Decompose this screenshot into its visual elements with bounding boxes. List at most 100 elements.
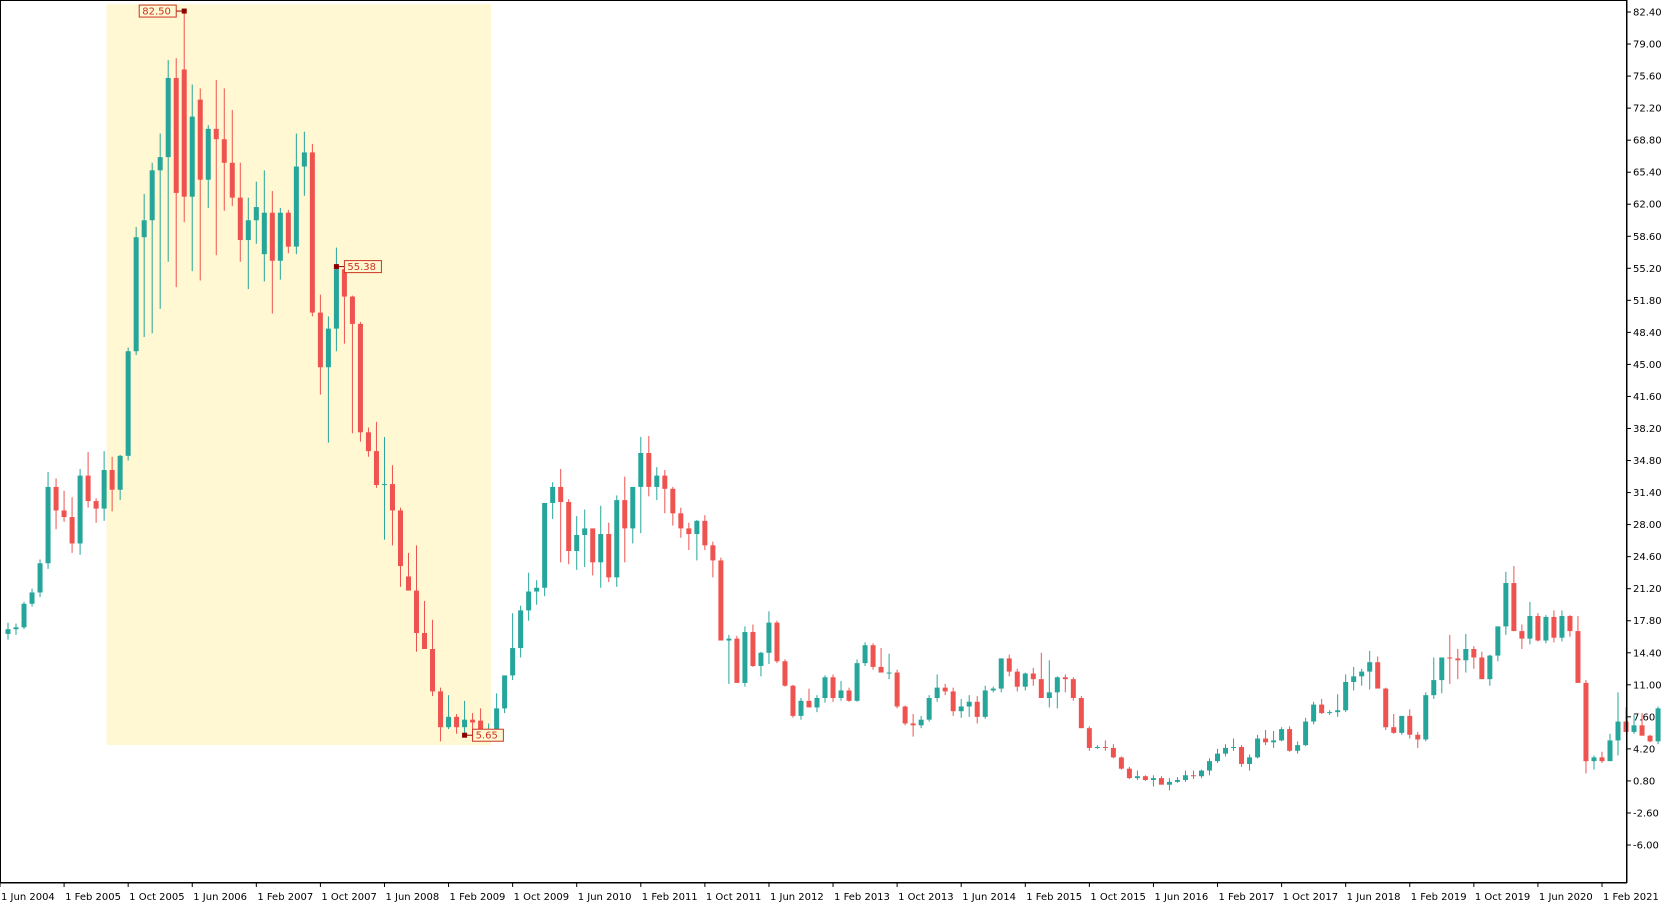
candle — [998, 658, 1004, 693]
candle-body — [1311, 704, 1317, 722]
candle-body — [1303, 721, 1309, 746]
candle — [1383, 687, 1389, 731]
candle-body — [662, 475, 668, 489]
candle-body — [1503, 583, 1509, 627]
candle-body — [1038, 679, 1044, 698]
candle-body — [1158, 778, 1164, 785]
candle-body — [1639, 725, 1645, 736]
candle — [862, 642, 868, 666]
candle — [125, 347, 131, 461]
x-tick-label: 1 Jun 2004 — [1, 892, 55, 903]
candle — [638, 436, 644, 534]
y-tick-label: 31.40 — [1633, 488, 1662, 499]
candle — [1391, 714, 1397, 734]
candle — [1279, 727, 1285, 742]
candle-body — [1583, 682, 1589, 762]
candle-body — [1134, 776, 1140, 779]
candle-body — [1327, 712, 1333, 714]
y-tick-label: 0.80 — [1633, 776, 1655, 787]
candle — [438, 687, 444, 742]
candle-body — [758, 652, 764, 666]
candle — [1054, 676, 1060, 709]
candle — [542, 502, 548, 597]
candle — [750, 624, 756, 667]
candle — [357, 322, 363, 442]
x-tick-label: 1 Feb 2005 — [65, 892, 121, 903]
candle-body — [245, 220, 251, 241]
x-tick-label: 1 Feb 2007 — [257, 892, 313, 903]
candle — [1150, 775, 1156, 787]
candle — [1527, 601, 1533, 645]
marker-dot — [333, 264, 339, 270]
candle — [1487, 654, 1493, 686]
x-tick-label: 1 Oct 2007 — [321, 892, 376, 903]
candle — [422, 600, 428, 649]
candle — [109, 456, 115, 512]
candle — [1070, 677, 1076, 701]
candle-body — [990, 688, 996, 691]
candle — [1142, 775, 1148, 781]
candle — [878, 648, 884, 673]
candle-body — [974, 701, 980, 717]
candle — [806, 688, 812, 708]
x-tick-label: 1 Jun 2012 — [770, 892, 824, 903]
candle — [838, 681, 844, 701]
y-tick-label: 45.00 — [1633, 360, 1662, 371]
x-tick-label: 1 Jun 2014 — [962, 892, 1016, 903]
candle — [1166, 778, 1172, 791]
candle-body — [1519, 631, 1525, 639]
candle-body — [277, 212, 283, 261]
candle-body — [830, 677, 836, 698]
candle-body — [918, 719, 924, 726]
candle — [213, 79, 219, 256]
candle — [670, 486, 676, 526]
candle-body — [982, 690, 988, 717]
candle — [1511, 566, 1517, 632]
candle-body — [333, 269, 339, 329]
candle-body — [590, 528, 596, 563]
candle — [1207, 758, 1212, 776]
candle-body — [1335, 710, 1341, 713]
candle-body — [1110, 747, 1116, 758]
x-tick-label: 1 Jun 2008 — [385, 892, 439, 903]
candle — [518, 605, 524, 658]
candle-body — [61, 510, 67, 518]
price-marker: 82.50 — [138, 4, 187, 18]
candle-body — [406, 576, 411, 591]
candle — [325, 316, 331, 443]
candle — [69, 497, 75, 553]
candle-body — [1535, 616, 1541, 641]
y-tick-label: 14.40 — [1633, 648, 1662, 659]
candle-body — [1078, 698, 1084, 729]
candle — [1455, 649, 1461, 680]
candle — [29, 588, 35, 607]
candle-body — [197, 99, 203, 180]
candle — [982, 685, 988, 719]
candle-body — [646, 453, 652, 487]
candle-body — [293, 166, 299, 247]
candle — [1022, 672, 1028, 691]
x-tick-label: 1 Oct 2011 — [706, 892, 761, 903]
candle — [1046, 660, 1052, 708]
candle-body — [21, 603, 27, 628]
candle — [1559, 610, 1565, 642]
candle-body — [798, 700, 804, 716]
candle — [1631, 714, 1637, 734]
candle — [1503, 571, 1509, 635]
candle-body — [301, 152, 307, 167]
marker-label: 55.38 — [347, 262, 376, 273]
candle-body — [1447, 657, 1453, 659]
candle — [678, 507, 684, 538]
x-tick-label: 1 Oct 2013 — [898, 892, 953, 903]
candle — [85, 452, 91, 508]
y-tick-label: 41.60 — [1633, 392, 1662, 403]
candle-body — [1263, 738, 1269, 743]
candle — [1575, 616, 1581, 683]
candle-body — [694, 520, 700, 535]
candle — [1359, 668, 1365, 686]
y-tick-label: 65.40 — [1633, 168, 1662, 179]
candle-body — [910, 723, 916, 726]
candle — [1543, 615, 1549, 644]
candle-body — [686, 528, 692, 535]
